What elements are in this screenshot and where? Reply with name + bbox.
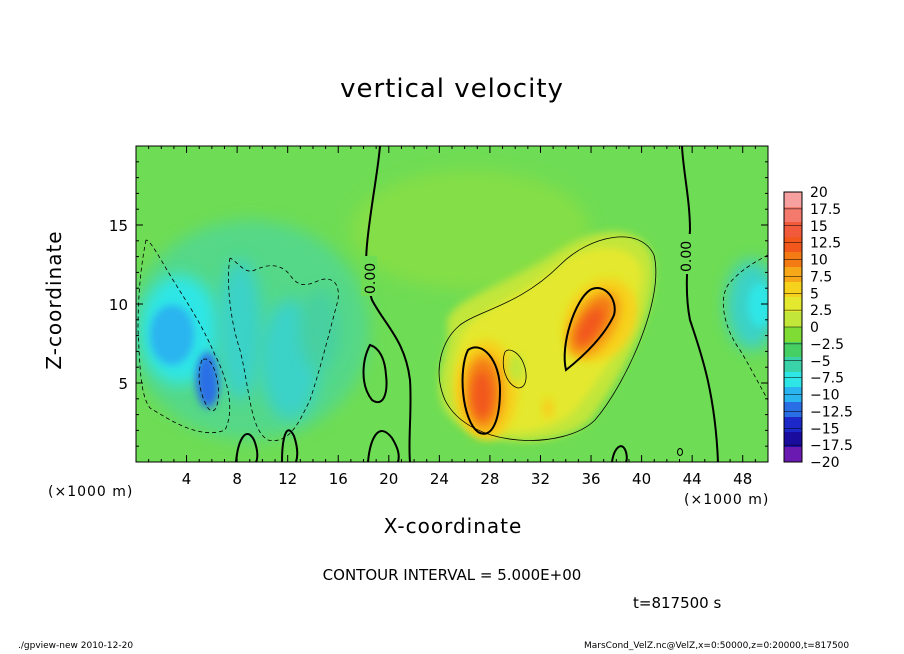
colorbar-swatch <box>784 447 802 463</box>
colorbar-swatch <box>784 357 802 373</box>
x-tick-label: 12 <box>278 470 297 488</box>
colorbar-label: 17.5 <box>810 202 841 218</box>
downdraft-right <box>726 260 768 350</box>
svg-text:0.00: 0.00 <box>363 263 379 294</box>
heatmap-field <box>136 146 768 462</box>
x-tick-label: 28 <box>480 470 499 488</box>
colorbar-swatch <box>784 222 802 238</box>
colorbar-label: 10 <box>810 253 828 269</box>
colorbar-label: −20 <box>810 455 840 471</box>
y-tick-label: 15 <box>109 217 128 235</box>
x-tick-label: 4 <box>182 470 192 488</box>
colorbar-label: 7.5 <box>810 269 832 285</box>
negative-contours <box>137 239 768 442</box>
colorbar-swatch <box>784 417 802 433</box>
x-tick-label: 40 <box>632 470 651 488</box>
colorbar-label: 0 <box>810 320 819 336</box>
colorbar-swatch <box>784 282 802 298</box>
colorbar-swatch <box>784 237 802 253</box>
x-tick-label: 8 <box>232 470 242 488</box>
x-tick-label: 20 <box>379 470 398 488</box>
positive-contours <box>438 236 657 441</box>
colorbar-label: 20 <box>810 185 828 201</box>
time-stamp: t=817500 s <box>633 594 722 612</box>
y-tick-label: 5 <box>118 375 128 393</box>
colorbar-label: 15 <box>810 219 828 235</box>
x-tick-label: 48 <box>733 470 752 488</box>
updraft-region <box>439 231 655 442</box>
contour-label-right: 0.00 <box>677 234 695 274</box>
colorbar: 2017.51512.5107.552.50−2.5−5−7.5−10−12.5… <box>783 185 853 471</box>
colorbar-swatch <box>784 432 802 448</box>
colorbar-swatch <box>784 372 802 388</box>
colorbar-label: −2.5 <box>810 337 844 353</box>
colorbar-swatch <box>784 402 802 418</box>
zero-contours <box>235 146 719 462</box>
chart-title: vertical velocity <box>340 74 564 104</box>
colorbar-label: −15 <box>810 421 840 437</box>
colorbar-label: 12.5 <box>810 236 841 252</box>
colorbar-label: −7.5 <box>810 371 844 387</box>
contour-label-left: 0.00 <box>361 256 379 296</box>
footer-file: MarsCond_VelZ.nc@VelZ,x=0:50000,z=0:2000… <box>584 641 850 651</box>
x-tick-label: 24 <box>430 470 449 488</box>
x-tick-label: 16 <box>329 470 348 488</box>
colorbar-swatch <box>784 327 802 343</box>
colorbar-label: 2.5 <box>810 303 832 319</box>
x-tick-label: 44 <box>683 470 702 488</box>
colorbar-label: −5 <box>810 354 831 370</box>
colorbar-label: −12.5 <box>810 404 853 420</box>
x-unit-right: (×1000 m) <box>684 492 770 508</box>
contour-interval: CONTOUR INTERVAL = 5.000E+00 <box>322 566 582 584</box>
colorbar-swatch <box>784 192 802 208</box>
footer-program: ./gpview-new 2010-12-20 <box>18 641 134 651</box>
x-tick-label: 36 <box>581 470 600 488</box>
x-axis-label: X-coordinate <box>383 514 523 538</box>
x-tick-label: 32 <box>531 470 550 488</box>
colorbar-swatch <box>784 267 802 283</box>
x-unit-left: (×1000 m) <box>48 484 134 500</box>
colorbar-swatch <box>784 297 802 313</box>
colorbar-label: −10 <box>810 388 840 404</box>
colorbar-label: 5 <box>810 286 819 302</box>
downdraft-left <box>140 260 340 420</box>
colorbar-swatch <box>784 342 802 358</box>
colorbar-label: −17.5 <box>810 438 853 454</box>
colorbar-swatch <box>784 312 802 328</box>
y-tick-label: 10 <box>109 296 128 314</box>
svg-text:0.00: 0.00 <box>679 241 695 272</box>
colorbar-swatch <box>784 207 802 223</box>
